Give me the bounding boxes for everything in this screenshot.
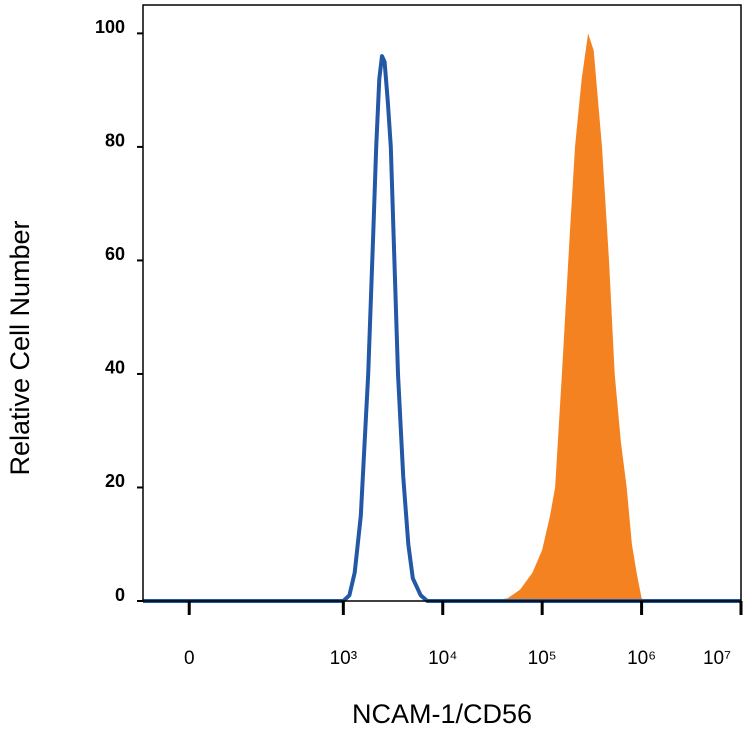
histogram-line bbox=[143, 54, 741, 603]
y-axis-label: Relative Cell Number bbox=[5, 220, 35, 475]
y-tick-label: 100 bbox=[95, 17, 125, 37]
x-tick-label: 10⁶ bbox=[627, 648, 656, 669]
histogram-area bbox=[143, 33, 741, 601]
y-tick-label: 0 bbox=[115, 585, 125, 605]
y-tick-label: 20 bbox=[105, 471, 125, 491]
y-tick-label: 60 bbox=[105, 244, 125, 264]
x-tick-label: 10³ bbox=[330, 648, 357, 669]
x-tick-label: 10⁷ bbox=[703, 648, 731, 669]
x-tick-label: 10⁵ bbox=[528, 648, 557, 669]
x-tick-label: 0 bbox=[184, 648, 195, 669]
x-tick-label: 10⁴ bbox=[428, 648, 457, 669]
y-tick-label: 40 bbox=[105, 358, 125, 378]
x-axis-label: NCAM-1/CD56 bbox=[352, 699, 532, 729]
plot-frame bbox=[142, 4, 742, 602]
y-tick-label: 80 bbox=[105, 131, 125, 151]
